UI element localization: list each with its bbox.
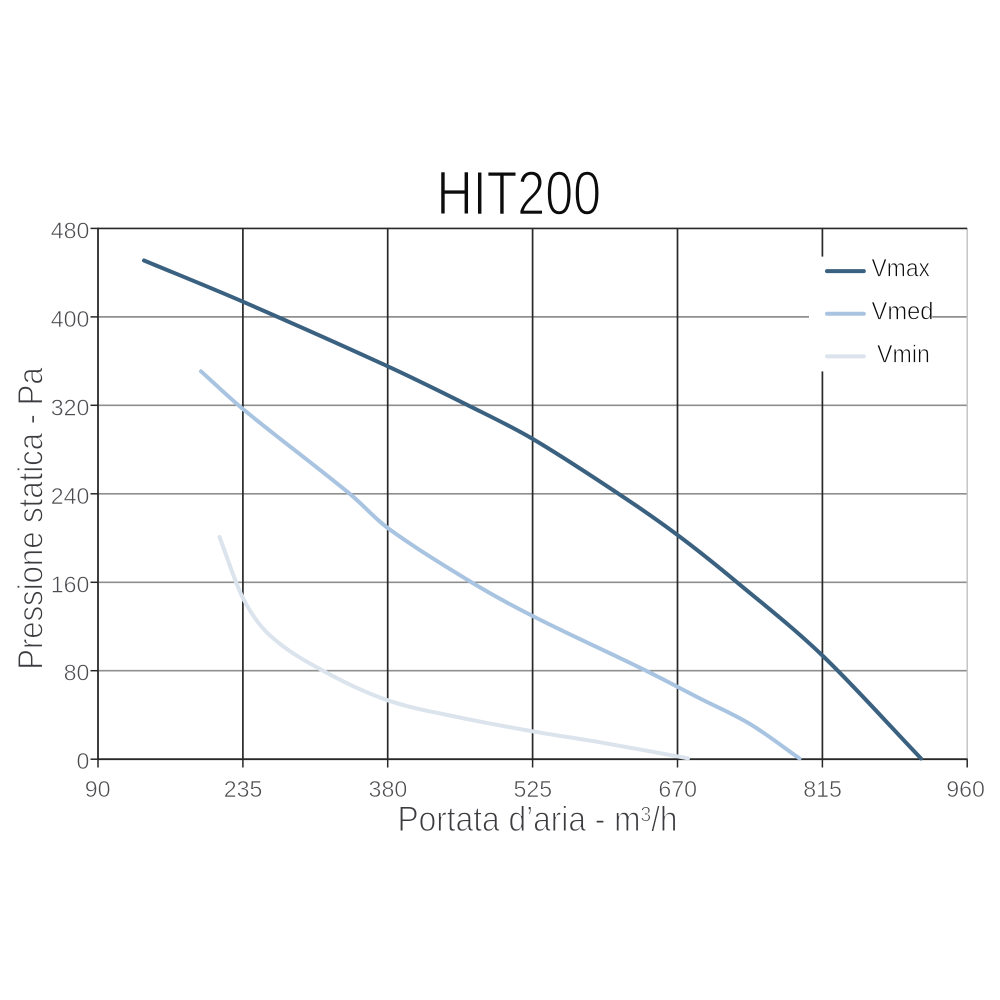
svg-text:Vmax: Vmax xyxy=(872,254,931,282)
svg-text:815: 815 xyxy=(803,776,842,802)
svg-text:Portata d’aria - m³/h: Portata d’aria - m³/h xyxy=(398,799,678,839)
svg-text:80: 80 xyxy=(64,660,90,686)
svg-text:0: 0 xyxy=(76,748,89,774)
svg-text:235: 235 xyxy=(224,776,263,802)
svg-text:380: 380 xyxy=(369,776,408,802)
svg-text:525: 525 xyxy=(513,776,552,802)
svg-text:400: 400 xyxy=(51,306,90,332)
svg-text:Vmed: Vmed xyxy=(872,298,934,326)
svg-text:90: 90 xyxy=(85,776,111,802)
svg-text:HIT200: HIT200 xyxy=(437,159,602,229)
svg-text:320: 320 xyxy=(51,394,90,420)
svg-text:Pressione statica - Pa: Pressione statica - Pa xyxy=(11,367,50,670)
svg-text:480: 480 xyxy=(51,217,90,243)
svg-text:670: 670 xyxy=(658,776,697,802)
svg-text:960: 960 xyxy=(946,776,985,802)
svg-text:Vmin: Vmin xyxy=(877,341,930,369)
svg-text:160: 160 xyxy=(51,571,90,597)
svg-text:240: 240 xyxy=(51,483,90,509)
